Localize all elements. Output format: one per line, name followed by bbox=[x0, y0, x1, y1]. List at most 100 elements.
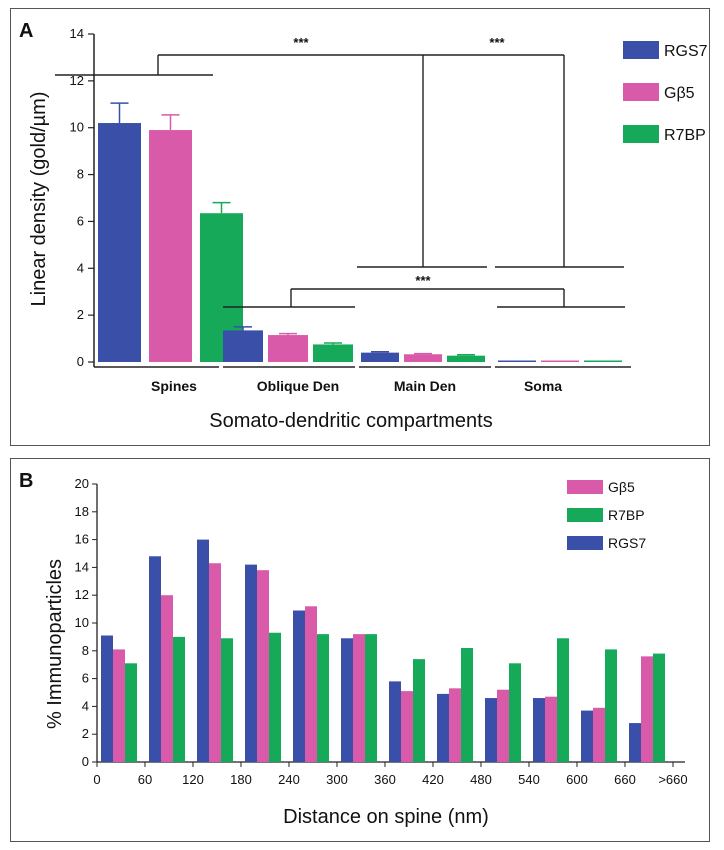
bar-r7bp-bin-8 bbox=[509, 663, 521, 762]
legend-a-label-r7bp: R7BP bbox=[664, 127, 706, 144]
y-tick-label-a: 0 bbox=[77, 354, 84, 369]
bar-rgs7-bin-0 bbox=[101, 635, 113, 762]
y-axis-label-a: Linear density (gold/µm) bbox=[28, 92, 50, 307]
bar-rgs7-bin-7 bbox=[437, 693, 449, 762]
y-tick-label-a: 6 bbox=[77, 213, 84, 228]
y-tick-label-b: 20 bbox=[75, 476, 89, 491]
category-label-spines: Spines bbox=[151, 378, 197, 394]
x-tick-label-b: 360 bbox=[374, 772, 396, 787]
y-tick-label-a: 14 bbox=[70, 26, 84, 41]
bar-rgs7-spines bbox=[98, 123, 141, 363]
bar-r7bp-bin-5 bbox=[365, 634, 377, 762]
x-tick-label-b: 240 bbox=[278, 772, 300, 787]
bar-r7bp-bin-10 bbox=[605, 649, 617, 762]
legend-b-swatch-rgs7 bbox=[567, 536, 603, 550]
chart-a-svg: A 0 2 4 6 8 10 12 14 Spines Oblique Den Main De… bbox=[19, 20, 708, 432]
x-tick-label-b: 480 bbox=[470, 772, 492, 787]
significance-label-2: *** bbox=[489, 35, 505, 50]
legend-a-label-gb5: Gβ5 bbox=[664, 85, 695, 102]
y-tick-label-a: 8 bbox=[77, 167, 84, 182]
bar-rgs7-bin-9 bbox=[533, 698, 545, 762]
y-tick-label-b: 10 bbox=[75, 615, 89, 630]
x-axis-label-b: Distance on spine (nm) bbox=[283, 806, 489, 828]
chart-a-significance bbox=[55, 54, 625, 308]
bar-rgs7-bin-8 bbox=[485, 698, 497, 762]
y-tick-label-b: 12 bbox=[75, 587, 89, 602]
chart-a-axes: 0 2 4 6 8 10 12 14 bbox=[70, 26, 631, 369]
y-tick-label-a: 2 bbox=[77, 307, 84, 322]
bar-rgs7-oblique-den bbox=[223, 330, 263, 362]
bar-rgs7-bin-11 bbox=[629, 723, 641, 762]
category-label-main-den: Main Den bbox=[394, 378, 456, 394]
bar-rgs7-bin-10 bbox=[581, 710, 593, 762]
bar-g-5-spines bbox=[149, 130, 192, 362]
x-tick-label-b: 540 bbox=[518, 772, 540, 787]
panel-a-letter: A bbox=[19, 20, 33, 42]
bar-rgs7-bin-1 bbox=[149, 556, 161, 762]
bar-g-5-bin-11 bbox=[641, 656, 653, 762]
category-label-soma: Soma bbox=[524, 378, 562, 394]
legend-a: RGS7 Gβ5 R7BP bbox=[623, 41, 708, 144]
y-tick-label-b: 18 bbox=[75, 504, 89, 519]
bar-rgs7-bin-5 bbox=[341, 638, 353, 762]
legend-b-label-r7bp: R7BP bbox=[608, 507, 645, 523]
bar-r7bp-bin-4 bbox=[317, 634, 329, 762]
bar-g-5-oblique-den bbox=[268, 335, 308, 362]
bar-g-5-bin-7 bbox=[449, 688, 461, 762]
bar-r7bp-main-den bbox=[447, 355, 485, 362]
x-tick-label-b: 300 bbox=[326, 772, 348, 787]
bar-g-5-bin-3 bbox=[257, 570, 269, 762]
legend-a-swatch-rgs7 bbox=[623, 41, 659, 59]
y-tick-label-b: 8 bbox=[82, 643, 89, 658]
chart-b-axes: 0 2 4 6 8 10 12 14 16 18 20 0 60 120 180 240 300 360 420 48… bbox=[75, 476, 688, 787]
bar-r7bp-bin-0 bbox=[125, 663, 137, 762]
bar-g-5-bin-0 bbox=[113, 649, 125, 762]
y-tick-label-b: 0 bbox=[82, 754, 89, 769]
panel-b: B 0 2 4 6 8 10 12 14 16 18 20 0 60 120 180 240 300 360 420… bbox=[10, 458, 710, 842]
bar-rgs7-bin-3 bbox=[245, 564, 257, 762]
legend-a-swatch-gb5 bbox=[623, 83, 659, 101]
bar-g-5-bin-10 bbox=[593, 707, 605, 762]
bar-rgs7-bin-4 bbox=[293, 610, 305, 762]
y-tick-label-a: 10 bbox=[70, 120, 84, 135]
bar-r7bp-bin-7 bbox=[461, 648, 473, 762]
bar-r7bp-soma bbox=[584, 360, 622, 362]
bar-g-5-bin-2 bbox=[209, 563, 221, 762]
y-tick-label-b: 4 bbox=[82, 698, 89, 713]
panel-b-letter: B bbox=[19, 470, 33, 492]
x-tick-label-b: 0 bbox=[93, 772, 100, 787]
x-tick-label-b: 660 bbox=[614, 772, 636, 787]
x-tick-label-b: 180 bbox=[230, 772, 252, 787]
bar-rgs7-bin-6 bbox=[389, 681, 401, 762]
y-tick-label-b: 16 bbox=[75, 532, 89, 547]
bar-rgs7-main-den bbox=[361, 352, 399, 362]
bar-r7bp-bin-11 bbox=[653, 653, 665, 762]
legend-b-label-rgs7: RGS7 bbox=[608, 535, 646, 551]
category-label-oblique-den: Oblique Den bbox=[257, 378, 339, 394]
bar-g-5-bin-4 bbox=[305, 606, 317, 762]
legend-a-label-rgs7: RGS7 bbox=[664, 43, 708, 60]
y-tick-label-a: 4 bbox=[77, 260, 84, 275]
bar-r7bp-bin-3 bbox=[269, 632, 281, 762]
x-axis-label-a: Somato-dendritic compartments bbox=[209, 410, 492, 432]
bar-g-5-bin-5 bbox=[353, 634, 365, 762]
bar-g-5-bin-9 bbox=[545, 696, 557, 762]
bar-r7bp-bin-2 bbox=[221, 638, 233, 762]
y-axis-label-b: % Immunoparticles bbox=[44, 559, 66, 729]
legend-b: Gβ5 R7BP RGS7 bbox=[567, 479, 646, 551]
x-tick-label-b: 420 bbox=[422, 772, 444, 787]
x-tick-label-b: 600 bbox=[566, 772, 588, 787]
x-tick-label-b: 60 bbox=[138, 772, 152, 787]
legend-b-swatch-gb5 bbox=[567, 480, 603, 494]
bar-r7bp-bin-1 bbox=[173, 636, 185, 762]
bar-r7bp-oblique-den bbox=[313, 344, 353, 362]
panel-a: A 0 2 4 6 8 10 12 14 Spines Oblique Den Main De… bbox=[10, 8, 710, 446]
significance-label-1: *** bbox=[293, 35, 309, 50]
legend-b-swatch-r7bp bbox=[567, 508, 603, 522]
x-tick-label-b: 120 bbox=[182, 772, 204, 787]
bar-rgs7-soma bbox=[498, 360, 536, 362]
significance-label-3: *** bbox=[415, 273, 431, 288]
bar-r7bp-bin-9 bbox=[557, 638, 569, 762]
x-tick-label-b: >660 bbox=[658, 772, 687, 787]
chart-b-svg: B 0 2 4 6 8 10 12 14 16 18 20 0 60 120 180 240 300 360 420… bbox=[19, 470, 688, 828]
